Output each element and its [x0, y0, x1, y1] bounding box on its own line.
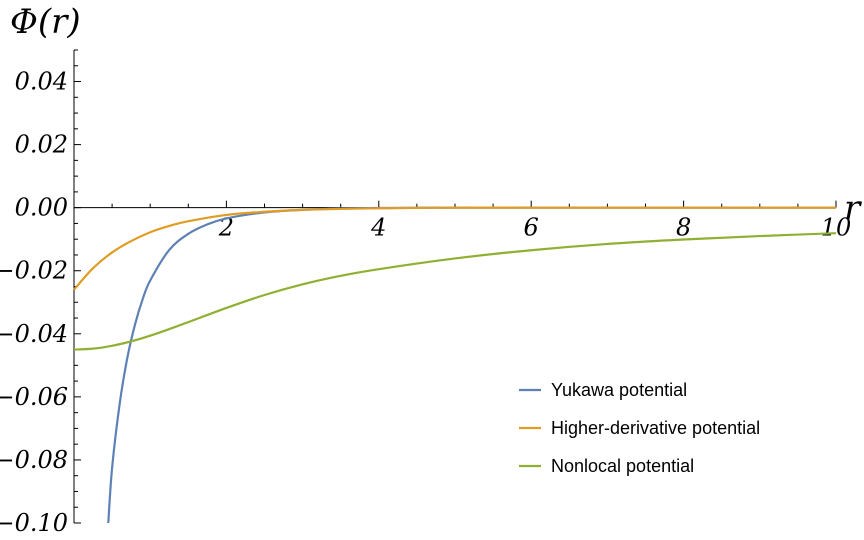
axes: [73, 50, 836, 523]
y-tick-label: 0.00: [15, 194, 68, 222]
y-axis-title: Φ(r): [10, 2, 81, 42]
x-axis-title: r: [844, 189, 862, 229]
legend-entry: Nonlocal potential: [551, 456, 694, 476]
series-line-higher-derivative-potential: [73, 206, 836, 291]
tick-labels: 2 4 6 8 10 0.04 0.02 0.00 −0.02 −0.04 −0.06 −0.08 −0…: [0, 68, 851, 537]
legend: Yukawa potential Higher-derivative potent…: [519, 380, 760, 476]
series-line-yukawa-potential: [107, 206, 836, 524]
y-tick-label: −0.08: [0, 446, 68, 474]
x-tick-label: 4: [370, 214, 386, 242]
legend-entry: Yukawa potential: [551, 380, 687, 400]
y-tick-label: −0.06: [0, 383, 68, 411]
y-tick-label: −0.02: [0, 257, 68, 285]
y-tick-label: 0.04: [15, 68, 68, 96]
x-tick-label: 2: [218, 214, 234, 242]
series-line-nonlocal-potential: [73, 232, 837, 351]
series-lines: [73, 206, 837, 524]
y-tick-label: −0.10: [0, 509, 68, 537]
x-tick-label: 10: [821, 214, 852, 242]
y-tick-label: −0.04: [0, 320, 68, 348]
legend-entry: Higher-derivative potential: [551, 418, 760, 438]
x-tick-label: 8: [676, 214, 691, 242]
ticks: [74, 49, 837, 524]
y-tick-label: 0.02: [15, 131, 68, 159]
x-tick-label: 6: [524, 214, 539, 242]
